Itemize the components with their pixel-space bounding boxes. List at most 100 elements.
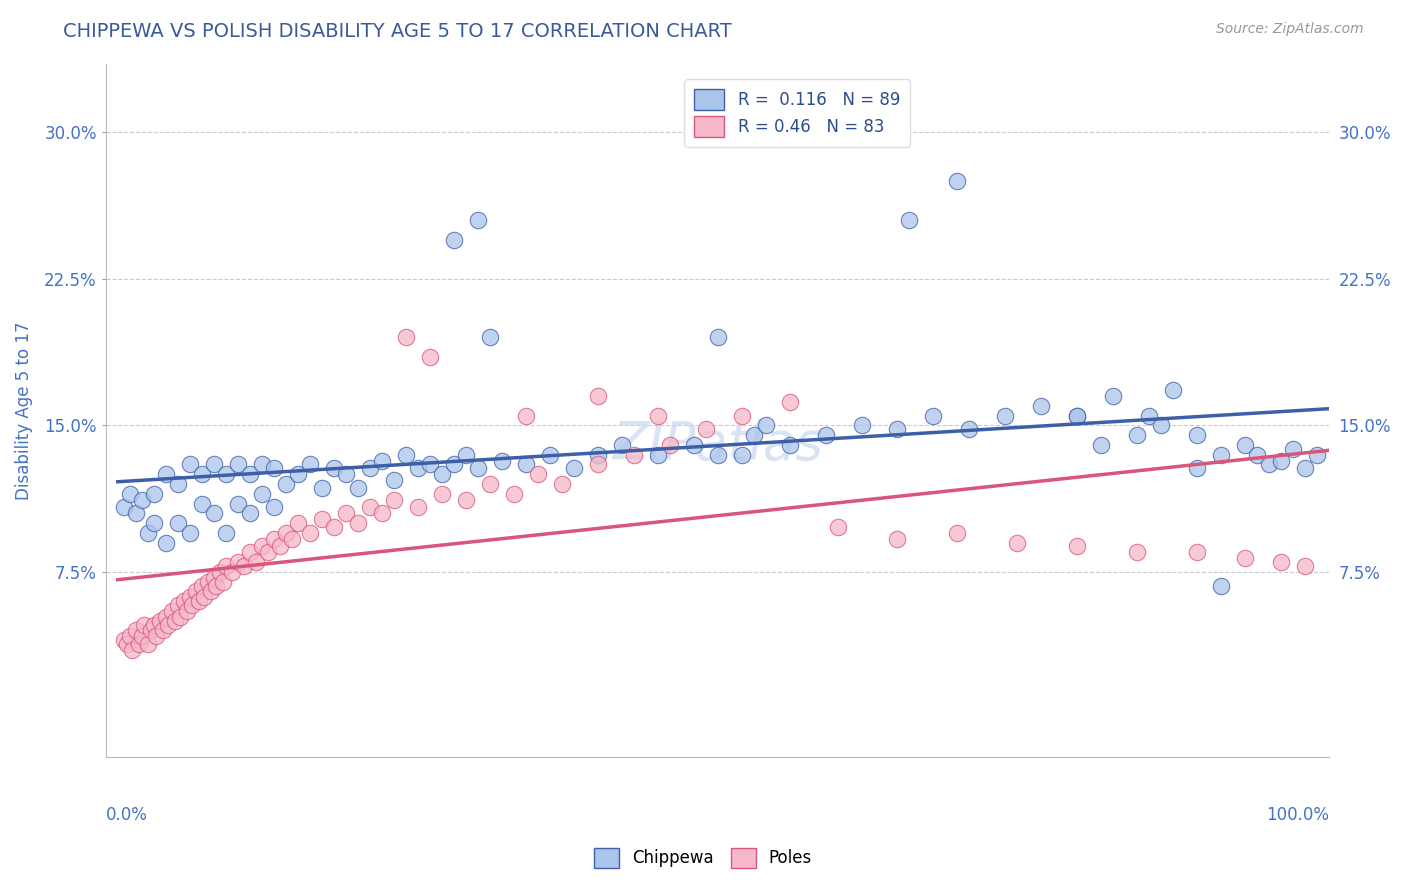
Point bbox=[221, 565, 243, 579]
Point bbox=[419, 350, 441, 364]
Point bbox=[851, 418, 873, 433]
Point bbox=[430, 467, 453, 482]
Point bbox=[1211, 578, 1233, 592]
Point bbox=[730, 448, 752, 462]
Text: 100.0%: 100.0% bbox=[1267, 806, 1329, 824]
Point bbox=[1187, 428, 1209, 442]
Point bbox=[215, 559, 238, 574]
Point bbox=[155, 609, 177, 624]
Point bbox=[250, 540, 273, 554]
Point bbox=[443, 458, 465, 472]
Point bbox=[886, 422, 908, 436]
Point bbox=[165, 614, 187, 628]
Point bbox=[287, 516, 309, 530]
Point bbox=[141, 624, 163, 638]
Point bbox=[298, 525, 321, 540]
Point bbox=[112, 500, 135, 515]
Point bbox=[173, 594, 195, 608]
Point bbox=[166, 516, 188, 530]
Legend: R =  0.116   N = 89, R = 0.46   N = 83: R = 0.116 N = 89, R = 0.46 N = 83 bbox=[685, 79, 910, 146]
Point bbox=[406, 500, 429, 515]
Point bbox=[274, 525, 297, 540]
Point bbox=[382, 492, 405, 507]
Point bbox=[994, 409, 1017, 423]
Point bbox=[1126, 428, 1149, 442]
Point bbox=[263, 532, 285, 546]
Point bbox=[1066, 409, 1088, 423]
Point bbox=[1163, 383, 1185, 397]
Point bbox=[827, 520, 849, 534]
Point bbox=[142, 617, 165, 632]
Point bbox=[946, 174, 969, 188]
Point bbox=[205, 578, 228, 592]
Point bbox=[395, 330, 418, 344]
Point bbox=[454, 448, 477, 462]
Point bbox=[212, 574, 235, 589]
Point bbox=[395, 448, 418, 462]
Point bbox=[190, 578, 212, 592]
Point bbox=[1126, 545, 1149, 559]
Point bbox=[754, 418, 776, 433]
Point bbox=[1211, 448, 1233, 462]
Point bbox=[454, 492, 477, 507]
Point bbox=[515, 458, 537, 472]
Text: CHIPPEWA VS POLISH DISABILITY AGE 5 TO 17 CORRELATION CHART: CHIPPEWA VS POLISH DISABILITY AGE 5 TO 1… bbox=[63, 22, 733, 41]
Point bbox=[430, 487, 453, 501]
Point bbox=[193, 591, 215, 605]
Point bbox=[419, 458, 441, 472]
Text: Source: ZipAtlas.com: Source: ZipAtlas.com bbox=[1216, 22, 1364, 37]
Point bbox=[226, 458, 249, 472]
Point bbox=[886, 532, 908, 546]
Point bbox=[370, 453, 392, 467]
Point bbox=[152, 624, 174, 638]
Point bbox=[250, 487, 273, 501]
Point bbox=[142, 487, 165, 501]
Point bbox=[166, 477, 188, 491]
Point bbox=[200, 584, 222, 599]
Point bbox=[239, 506, 262, 520]
Point bbox=[142, 516, 165, 530]
Point bbox=[898, 213, 921, 227]
Point bbox=[322, 520, 344, 534]
Point bbox=[382, 473, 405, 487]
Point bbox=[1150, 418, 1173, 433]
Point bbox=[502, 487, 524, 501]
Point bbox=[586, 389, 609, 403]
Point bbox=[1066, 409, 1088, 423]
Point bbox=[779, 438, 801, 452]
Point bbox=[239, 467, 262, 482]
Point bbox=[1066, 540, 1088, 554]
Point bbox=[280, 532, 302, 546]
Point bbox=[335, 506, 357, 520]
Point bbox=[706, 330, 728, 344]
Point bbox=[263, 461, 285, 475]
Point bbox=[160, 604, 183, 618]
Point bbox=[526, 467, 548, 482]
Point bbox=[166, 598, 188, 612]
Point bbox=[359, 461, 381, 475]
Point bbox=[730, 409, 752, 423]
Point bbox=[467, 213, 489, 227]
Point bbox=[263, 500, 285, 515]
Point bbox=[515, 409, 537, 423]
Point bbox=[125, 506, 148, 520]
Point bbox=[647, 448, 669, 462]
Point bbox=[779, 395, 801, 409]
Point bbox=[179, 458, 201, 472]
Point bbox=[155, 467, 177, 482]
Point bbox=[647, 409, 669, 423]
Point bbox=[1234, 551, 1257, 566]
Point bbox=[311, 512, 333, 526]
Point bbox=[322, 461, 344, 475]
Point bbox=[658, 438, 681, 452]
Point bbox=[125, 624, 148, 638]
Point bbox=[184, 584, 207, 599]
Point bbox=[1031, 399, 1053, 413]
Point bbox=[1258, 458, 1281, 472]
Point bbox=[269, 540, 291, 554]
Point bbox=[112, 633, 135, 648]
Point bbox=[1294, 461, 1316, 475]
Legend: Chippewa, Poles: Chippewa, Poles bbox=[588, 841, 818, 875]
Point bbox=[538, 448, 561, 462]
Point bbox=[1234, 438, 1257, 452]
